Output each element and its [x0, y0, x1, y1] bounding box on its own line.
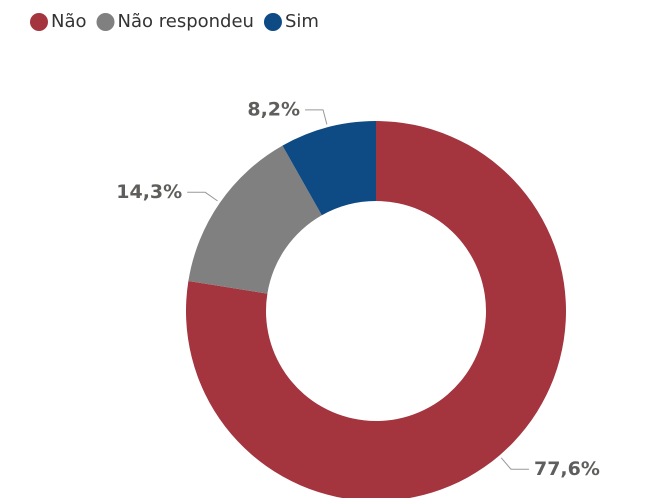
legend-swatch [96, 13, 115, 31]
data-label: 8,2% [247, 98, 300, 120]
donut-slice [282, 121, 376, 216]
data-label: 14,3% [116, 181, 182, 203]
donut-slice [188, 145, 322, 294]
legend-label: Não respondeu [118, 11, 254, 32]
data-label: 77,6% [534, 458, 600, 480]
leader-line [187, 191, 218, 202]
leader-line [305, 109, 328, 125]
legend-label: Sim [285, 11, 319, 32]
legend-swatch [30, 13, 48, 31]
donut-slice [186, 121, 566, 498]
legend-label: Não [51, 11, 87, 32]
legend-swatch [263, 13, 282, 31]
leader-line [500, 457, 529, 470]
